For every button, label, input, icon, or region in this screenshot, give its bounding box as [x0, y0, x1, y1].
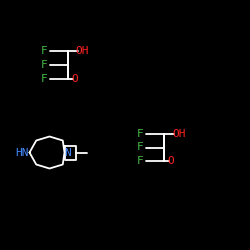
Text: O: O: [168, 156, 174, 166]
Text: F: F: [136, 156, 143, 166]
Text: F: F: [40, 74, 47, 84]
Text: HN: HN: [16, 148, 29, 158]
Text: F: F: [40, 60, 47, 70]
Text: OH: OH: [76, 46, 89, 56]
Text: F: F: [136, 129, 143, 139]
Text: F: F: [136, 142, 143, 152]
Text: O: O: [72, 74, 78, 84]
Text: N: N: [64, 148, 71, 158]
Text: F: F: [40, 46, 47, 56]
Text: OH: OH: [172, 129, 186, 139]
